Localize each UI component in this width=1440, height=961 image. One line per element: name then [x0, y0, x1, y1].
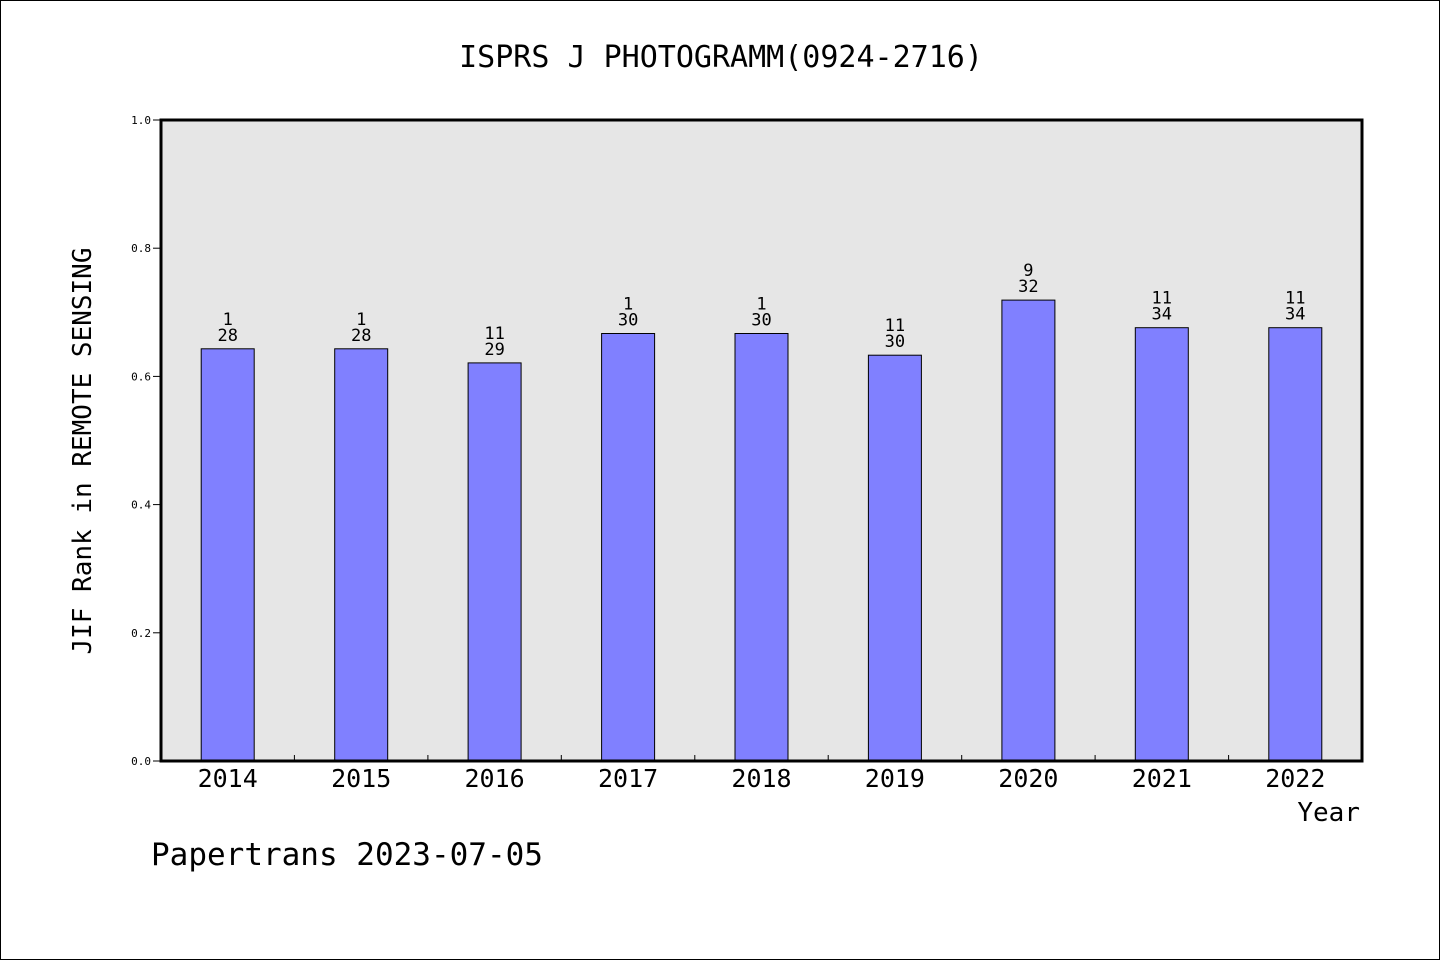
chart-title: ISPRS J PHOTOGRAMM(0924-2716) [459, 40, 983, 75]
bar-label-total-2018: 30 [751, 311, 771, 331]
bar-label-rank-2019: 11 [885, 316, 905, 336]
y-axis-label: JIF Rank in REMOTE SENSING [68, 248, 98, 655]
bar-label-total-2022: 34 [1285, 305, 1305, 325]
plot-border [159, 118, 1364, 763]
x-axis-label: Year [1297, 798, 1360, 828]
bars-group [200, 299, 1323, 762]
bar-2019 [867, 354, 922, 762]
bar-label-total-2016: 29 [484, 340, 504, 360]
bar-2020 [1001, 299, 1056, 762]
y-axis-ticks: 0.0 0.2 0.4 0.6 0.8 1.0 [131, 114, 161, 768]
y-tick-label: 0.4 [131, 499, 151, 512]
x-tick-label-2019: 2019 [865, 764, 925, 793]
x-tick-label-2016: 2016 [464, 764, 524, 793]
bar-2017 [601, 333, 656, 762]
y-tick-label: 1.0 [131, 114, 151, 127]
x-tick-label-2015: 2015 [331, 764, 391, 793]
bar-label-total-2017: 30 [618, 311, 638, 331]
x-tick-label-2018: 2018 [731, 764, 791, 793]
x-tick-label-2020: 2020 [998, 764, 1058, 793]
y-tick-label: 0.2 [131, 627, 151, 640]
bar-2014 [200, 348, 255, 762]
x-tick-label-2014: 2014 [198, 764, 258, 793]
x-tick-label-2022: 2022 [1265, 764, 1325, 793]
y-tick-label: 0.0 [131, 755, 151, 768]
bar-label-rank-2017: 1 [623, 295, 633, 315]
bar-2018 [734, 333, 789, 762]
x-tick-label-2021: 2021 [1132, 764, 1192, 793]
bar-2022 [1268, 327, 1323, 762]
bar-label-total-2015: 28 [351, 326, 371, 346]
bar-2021 [1134, 327, 1189, 762]
bar-label-total-2021: 34 [1152, 305, 1172, 325]
bar-label-total-2020: 32 [1018, 277, 1038, 297]
bar-label-rank-2014: 1 [223, 310, 233, 330]
bar-label-total-2014: 28 [217, 326, 237, 346]
bar-label-rank-2018: 1 [756, 295, 766, 315]
y-tick-label: 0.6 [131, 370, 151, 383]
bar-label-rank-2021: 11 [1152, 289, 1172, 309]
y-tick-label: 0.8 [131, 242, 151, 255]
bar-label-total-2019: 30 [885, 332, 905, 352]
footer-source: Papertrans 2023-07-05 [151, 837, 543, 873]
bar-2016 [467, 362, 522, 762]
x-axis-ticks: 2014 2015 2016 2017 2018 2019 2020 2021 2022 [198, 755, 1325, 793]
x-tick-label-2017: 2017 [598, 764, 658, 793]
bar-label-rank-2015: 1 [356, 310, 366, 330]
bar-label-rank-2016: 11 [484, 324, 504, 344]
bar-2015 [334, 348, 389, 762]
bar-label-rank-2020: 9 [1023, 261, 1033, 281]
bar-label-rank-2022: 11 [1285, 289, 1305, 309]
